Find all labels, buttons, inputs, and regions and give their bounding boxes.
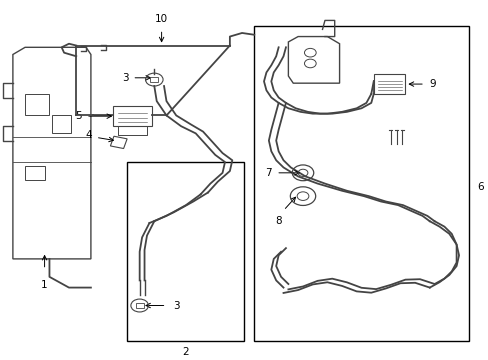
Bar bbox=[25, 94, 49, 116]
Bar bbox=[52, 116, 71, 134]
Text: 5: 5 bbox=[75, 111, 82, 121]
Text: 3: 3 bbox=[173, 301, 179, 311]
Text: 2: 2 bbox=[183, 347, 189, 357]
Bar bbox=[254, 26, 468, 341]
Text: 8: 8 bbox=[275, 216, 282, 226]
Text: 6: 6 bbox=[477, 182, 483, 192]
Bar bbox=[113, 107, 152, 126]
Bar bbox=[110, 136, 127, 149]
Text: 3: 3 bbox=[122, 73, 128, 83]
Bar bbox=[25, 166, 44, 180]
Text: 9: 9 bbox=[428, 79, 435, 89]
Bar bbox=[136, 303, 143, 309]
Bar bbox=[150, 77, 158, 82]
Text: 7: 7 bbox=[265, 168, 272, 178]
Text: 1: 1 bbox=[41, 280, 48, 291]
Text: 4: 4 bbox=[85, 130, 92, 140]
Text: 10: 10 bbox=[155, 14, 168, 24]
Bar bbox=[373, 74, 405, 94]
Bar bbox=[127, 162, 244, 341]
